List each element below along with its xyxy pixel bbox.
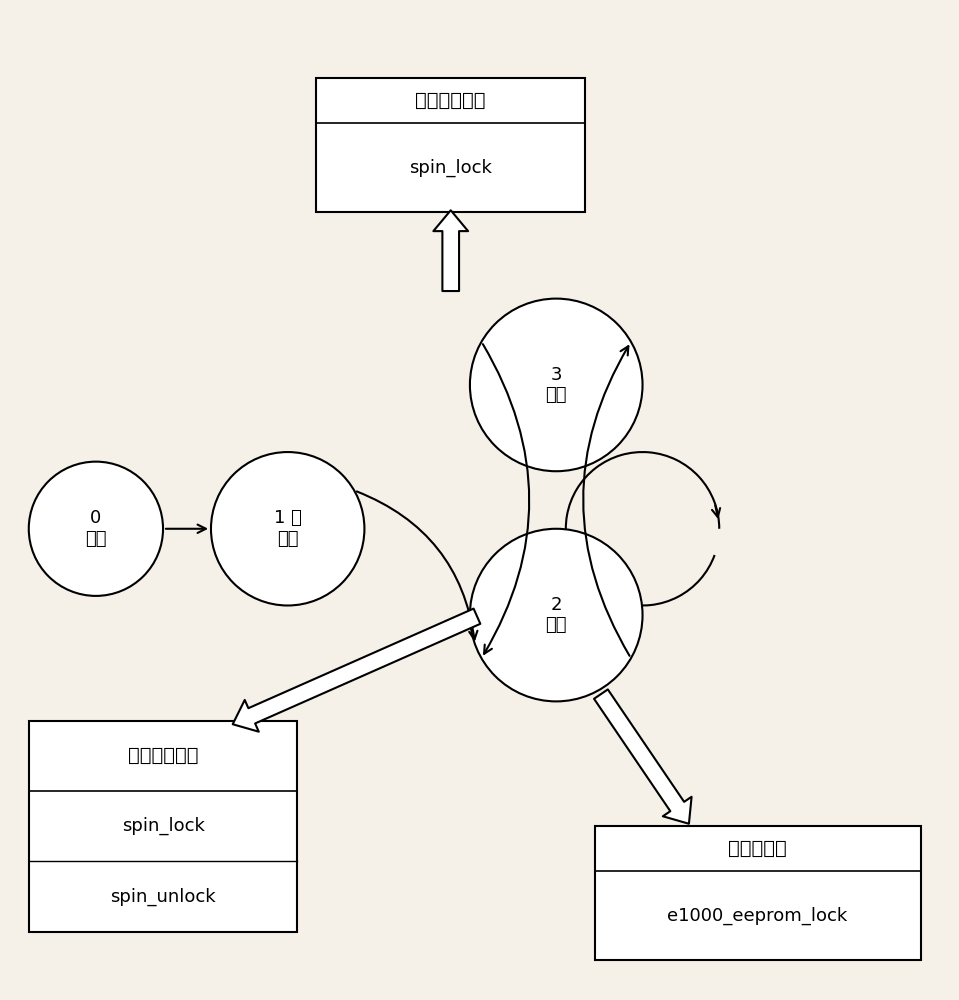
Text: spin_unlock: spin_unlock (110, 887, 216, 906)
Text: spin_lock: spin_lock (409, 158, 492, 177)
FancyBboxPatch shape (29, 721, 297, 932)
Circle shape (29, 462, 163, 596)
FancyBboxPatch shape (595, 826, 921, 960)
Text: spin_lock: spin_lock (122, 817, 204, 835)
Text: 可访问函数表: 可访问函数表 (128, 746, 199, 765)
FancyBboxPatch shape (316, 78, 585, 212)
Text: e1000_eeprom_lock: e1000_eeprom_lock (667, 906, 848, 925)
Text: 1 初
始化: 1 初 始化 (273, 509, 302, 548)
Text: 可访问函数表: 可访问函数表 (415, 91, 486, 110)
Circle shape (211, 452, 364, 605)
Circle shape (470, 299, 643, 471)
Text: 0
起始: 0 起始 (85, 509, 106, 548)
Text: 2
加锁: 2 加锁 (546, 596, 567, 634)
Circle shape (470, 529, 643, 701)
Text: 可写对象表: 可写对象表 (728, 839, 787, 858)
Text: 3
解锁: 3 解锁 (546, 366, 567, 404)
